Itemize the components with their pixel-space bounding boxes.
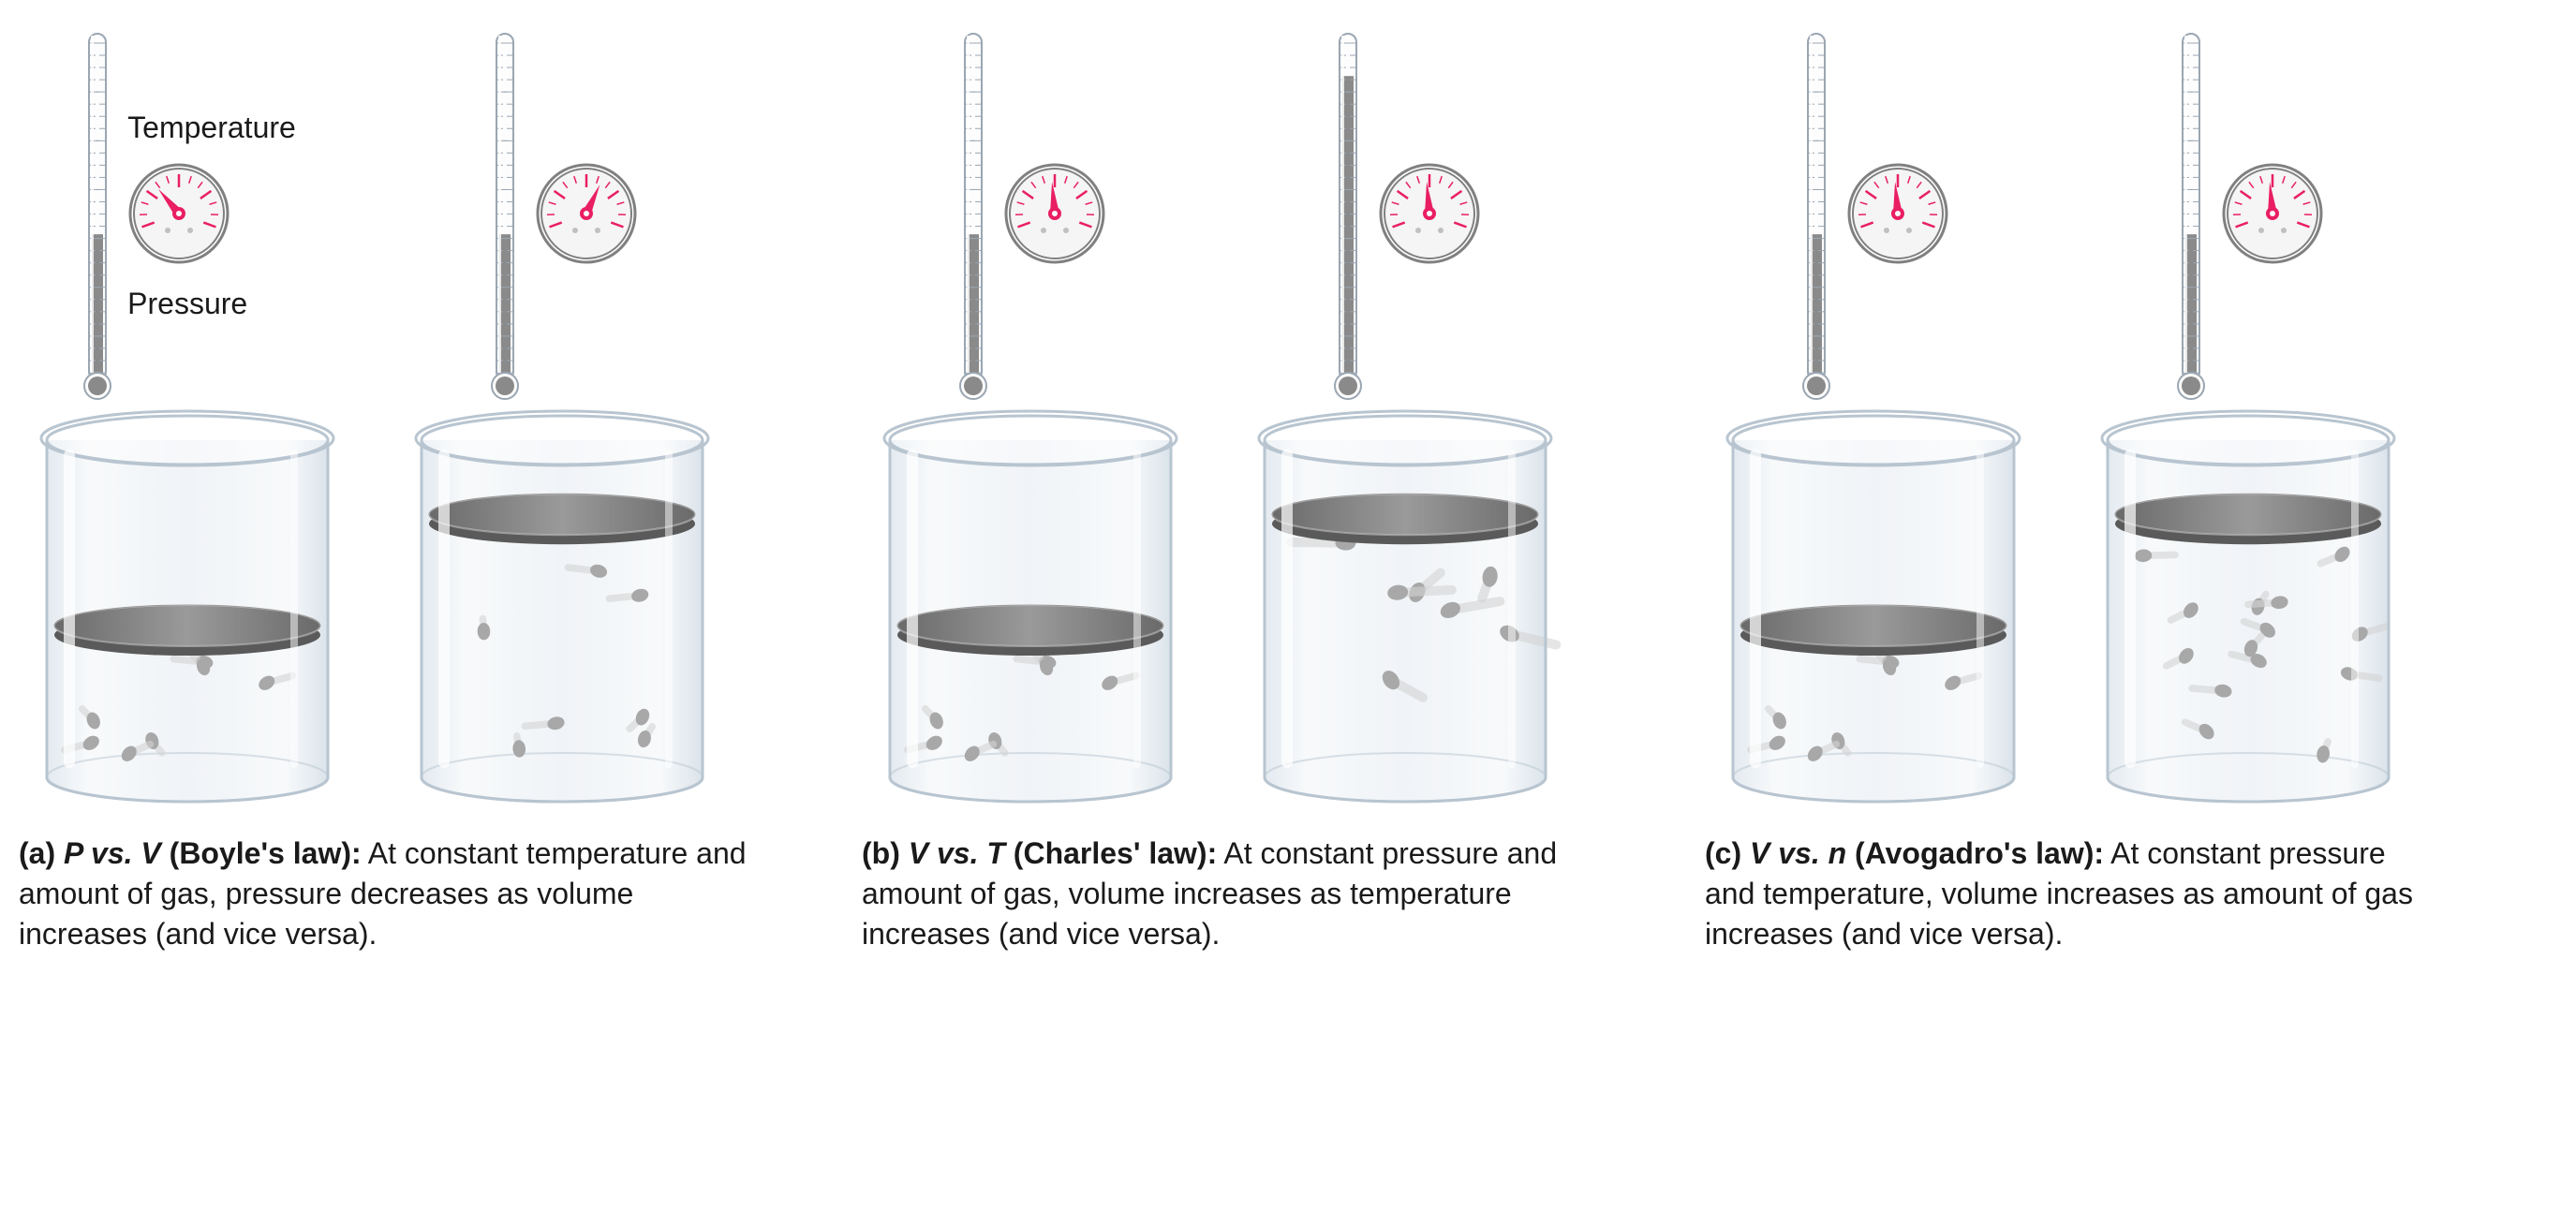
law-group-boyle: Temperature Pressure <box>19 19 768 955</box>
beaker-icon <box>1705 393 2042 805</box>
panel-boyle-1 <box>393 19 731 805</box>
pressure-gauge-icon <box>535 162 638 270</box>
law-group-avogadro: (c) V vs. n (Avogadro's law): At constan… <box>1705 19 2454 955</box>
beaker-icon <box>862 393 1199 805</box>
caption-avogadro: (c) V vs. n (Avogadro's law): At constan… <box>1705 834 2435 955</box>
beaker-icon <box>2080 393 2417 805</box>
thermometer-icon <box>1329 26 1367 406</box>
temperature-label: Temperature <box>127 111 296 145</box>
law-group-charles: (b) V vs. T (Charles' law): At constant … <box>862 19 1611 955</box>
caption-law-name: (Charles' law): <box>1005 836 1217 870</box>
caption-law-name: (Boyle's law): <box>161 836 362 870</box>
instrument-row <box>1798 19 1949 412</box>
caption-charles: (b) V vs. T (Charles' law): At constant … <box>862 834 1592 955</box>
pressure-label: Pressure <box>127 287 247 321</box>
instrument-row: Temperature Pressure <box>79 19 296 412</box>
thermometer-icon <box>79 26 116 406</box>
panel-avogadro-0 <box>1705 19 2042 805</box>
thermometer-icon <box>486 26 524 406</box>
pressure-gauge-icon <box>127 162 230 270</box>
thermometer-icon <box>1798 26 1835 406</box>
instrument-row <box>2172 19 2324 412</box>
caption-prefix: (b) <box>862 836 909 870</box>
panel-avogadro-1 <box>2080 19 2417 805</box>
caption-boyle: (a) P vs. V (Boyle's law): At constant t… <box>19 834 749 955</box>
panel-row <box>862 19 1611 805</box>
instrument-row <box>1329 19 1481 412</box>
pressure-gauge-icon <box>2221 162 2324 270</box>
gas-laws-figure: Temperature Pressure <box>19 19 2557 955</box>
pressure-gauge-icon <box>1378 162 1481 270</box>
beaker-icon <box>19 393 356 805</box>
caption-vars: V vs. n <box>1750 836 1846 870</box>
caption-vars: P vs. V <box>64 836 161 870</box>
pressure-gauge-icon <box>1003 162 1106 270</box>
pressure-gauge-icon <box>1846 162 1949 270</box>
panel-row: Temperature Pressure <box>19 19 768 805</box>
caption-vars: V vs. T <box>909 836 1005 870</box>
panel-boyle-0: Temperature Pressure <box>19 19 356 805</box>
caption-law-name: (Avogadro's law): <box>1846 836 2104 870</box>
caption-prefix: (c) <box>1705 836 1750 870</box>
panel-row <box>1705 19 2454 805</box>
panel-charles-0 <box>862 19 1199 805</box>
panel-charles-1 <box>1236 19 1574 805</box>
instrument-row <box>486 19 638 412</box>
thermometer-icon <box>955 26 992 406</box>
thermometer-icon <box>2172 26 2210 406</box>
beaker-icon <box>393 393 731 805</box>
caption-prefix: (a) <box>19 836 64 870</box>
beaker-icon <box>1236 393 1574 805</box>
instrument-row <box>955 19 1106 412</box>
